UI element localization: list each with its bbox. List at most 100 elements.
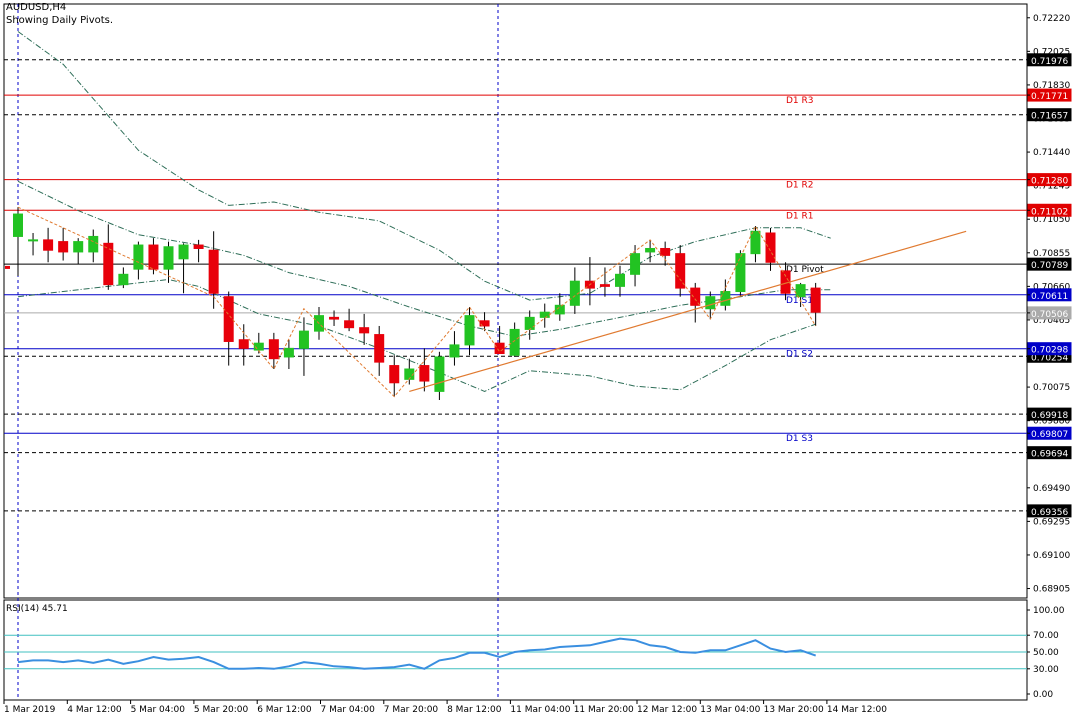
candle xyxy=(795,282,806,308)
candle xyxy=(88,229,99,263)
candle-body xyxy=(660,247,671,256)
pivot-tag-text: 0.71102 xyxy=(1031,207,1068,217)
candle xyxy=(810,282,821,326)
pivot-label: D1 S2 xyxy=(786,350,813,360)
candle xyxy=(359,313,370,345)
candle-body xyxy=(118,273,129,286)
candle xyxy=(374,325,385,376)
price-marker xyxy=(5,265,10,269)
candle xyxy=(329,310,340,326)
candle xyxy=(223,291,234,366)
candle xyxy=(404,358,415,385)
candle-body xyxy=(630,253,641,275)
candle xyxy=(750,226,761,263)
rsi-label: RSI(14) 45.71 xyxy=(6,604,68,614)
candle-body xyxy=(705,296,716,310)
pivot-tag: 0.70298 xyxy=(1027,342,1072,356)
candle xyxy=(449,331,460,366)
candle xyxy=(524,310,535,340)
zigzag-line xyxy=(17,206,817,398)
candle xyxy=(419,348,430,392)
candle xyxy=(690,282,701,323)
candle-body xyxy=(28,239,39,242)
candle xyxy=(13,207,23,277)
dashed-level-tag-text: 0.69694 xyxy=(1031,450,1068,460)
time-tick-label: 12 Mar 12:00 xyxy=(637,705,697,715)
candle xyxy=(615,265,625,297)
candle-body xyxy=(344,320,355,329)
pivot-tag-text: 0.71771 xyxy=(1031,92,1068,102)
candle xyxy=(344,308,355,332)
candle-body xyxy=(374,334,385,363)
candle-body xyxy=(735,253,746,293)
candle xyxy=(253,332,264,354)
candle xyxy=(58,227,69,261)
pivot-tag: 0.71280 xyxy=(1027,173,1072,187)
candle xyxy=(118,267,129,289)
candle xyxy=(238,324,249,366)
candle-body xyxy=(539,311,550,318)
candle-body xyxy=(810,287,821,313)
candle-body xyxy=(404,368,415,380)
candle xyxy=(464,307,475,356)
candle xyxy=(735,250,746,297)
candle xyxy=(208,231,219,309)
time-tick-label: 13 Mar 04:00 xyxy=(700,705,760,715)
candle-body xyxy=(675,253,686,289)
price-tick-label: 0.70075 xyxy=(1033,383,1070,393)
pivot-tag: 0.69807 xyxy=(1027,426,1072,440)
price-tick-label: 0.70660 xyxy=(1033,282,1070,292)
candle-body xyxy=(73,241,84,253)
time-tick-label: 14 Mar 12:00 xyxy=(827,705,887,715)
time-tick-label: 7 Mar 20:00 xyxy=(384,705,439,715)
dashed-level-tag-text: 0.69918 xyxy=(1031,411,1068,421)
price-tick-label: 0.71245 xyxy=(1033,182,1070,192)
candle-body xyxy=(569,280,580,306)
dashed-level-tag: 0.69356 xyxy=(1027,504,1072,518)
candle-body xyxy=(765,232,776,263)
price-tick-label: 0.72025 xyxy=(1033,47,1070,57)
candle-body xyxy=(524,316,535,330)
candle xyxy=(569,267,580,314)
dashed-level-tag-text: 0.69356 xyxy=(1031,508,1068,518)
price-tick-label: 0.69490 xyxy=(1033,484,1070,494)
candle-body xyxy=(359,327,370,334)
price-tick-label: 0.69295 xyxy=(1033,517,1070,527)
pivot-tag-text: 0.71280 xyxy=(1031,177,1068,187)
pivot-label: D1 S3 xyxy=(786,434,813,444)
candle xyxy=(178,243,189,294)
band-middle xyxy=(17,180,831,337)
candle xyxy=(193,239,204,263)
candle-body xyxy=(419,365,430,382)
rsi-tick-label: 100.00 xyxy=(1033,606,1065,616)
candle-body xyxy=(389,365,400,384)
candle xyxy=(133,241,144,280)
rsi-panel-frame xyxy=(3,599,1028,701)
candle-body xyxy=(554,304,565,315)
candle xyxy=(28,232,39,256)
price-tick-label: 0.71050 xyxy=(1033,215,1070,225)
pivot-tag: 0.71771 xyxy=(1027,88,1072,102)
time-tick-label: 7 Mar 04:00 xyxy=(321,705,376,715)
pivot-label: D1 R1 xyxy=(786,211,814,221)
candle xyxy=(630,245,641,287)
candle-body xyxy=(750,230,761,255)
candle-body xyxy=(283,347,294,358)
candle-body xyxy=(720,291,731,306)
candle-body xyxy=(13,213,23,237)
pivot-tag: 0.70611 xyxy=(1027,288,1072,302)
time-tick-label: 5 Mar 04:00 xyxy=(131,705,186,715)
candle xyxy=(554,293,565,321)
candle xyxy=(434,351,445,400)
candle-body xyxy=(238,339,249,349)
candle xyxy=(163,241,174,283)
price-panel-frame xyxy=(3,3,1028,599)
band-lower xyxy=(17,278,816,392)
candle xyxy=(660,241,671,266)
candle xyxy=(645,239,656,263)
candle xyxy=(765,227,776,271)
candle xyxy=(389,355,400,397)
candle xyxy=(73,238,84,264)
